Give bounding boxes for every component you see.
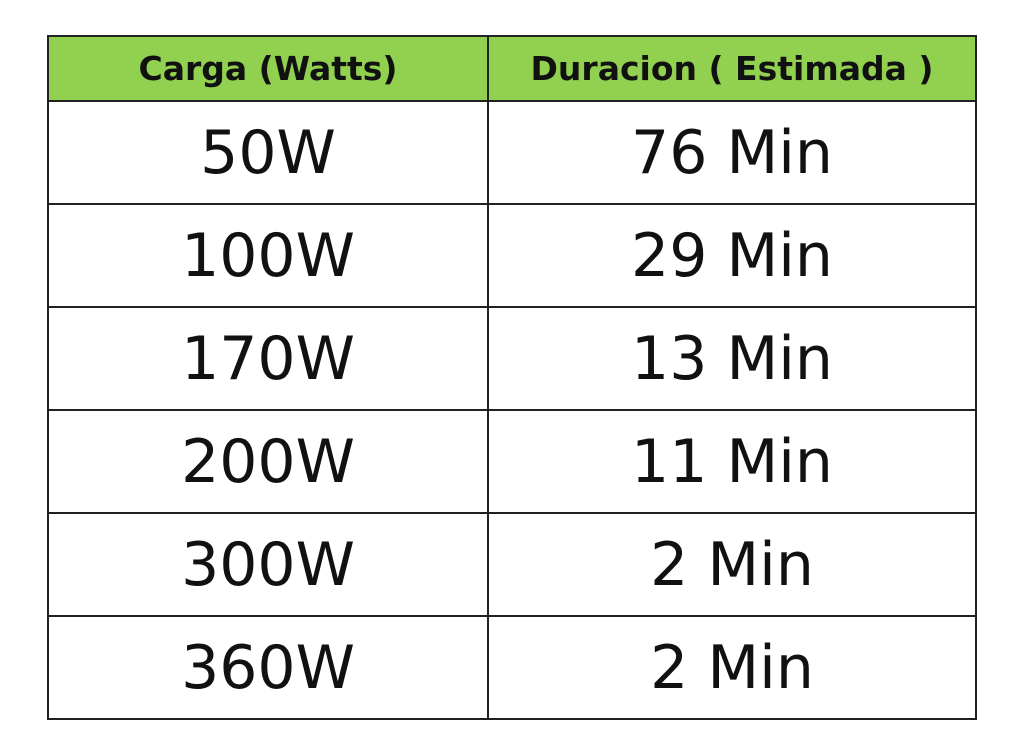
table-row: 170W 13 Min xyxy=(49,306,975,409)
table-cell: 2 Min xyxy=(650,529,814,600)
table-row: 100W 29 Min xyxy=(49,203,975,306)
header-cell: Duracion ( Estimada ) xyxy=(530,49,934,88)
table: Carga (Watts) Duracion ( Estimada ) 50W 76 … xyxy=(47,35,977,720)
table-cell: 76 Min xyxy=(631,117,833,188)
table-cell: 170W xyxy=(49,308,489,409)
header-cell: Carga (Watts) xyxy=(49,37,489,100)
header-row: Carga (Watts) Duracion ( Estimada ) xyxy=(49,37,975,100)
table-cell: 29 Min xyxy=(631,220,833,291)
table-row: 50W 76 Min xyxy=(49,100,975,203)
table-cell: 13 Min xyxy=(631,323,833,394)
table-row: 300W 2 Min xyxy=(49,512,975,615)
table-cell: 11 Min xyxy=(631,426,833,497)
table-cell: 300W xyxy=(49,514,489,615)
table-cell: 200W xyxy=(49,411,489,512)
table-cell: 100W xyxy=(49,205,489,306)
table-cell: 360W xyxy=(49,617,489,718)
table-row: 200W 11 Min xyxy=(49,409,975,512)
table-cell: 50W xyxy=(49,102,489,203)
table-cell: 2 Min xyxy=(650,632,814,703)
table-row: 360W 2 Min xyxy=(49,615,975,718)
